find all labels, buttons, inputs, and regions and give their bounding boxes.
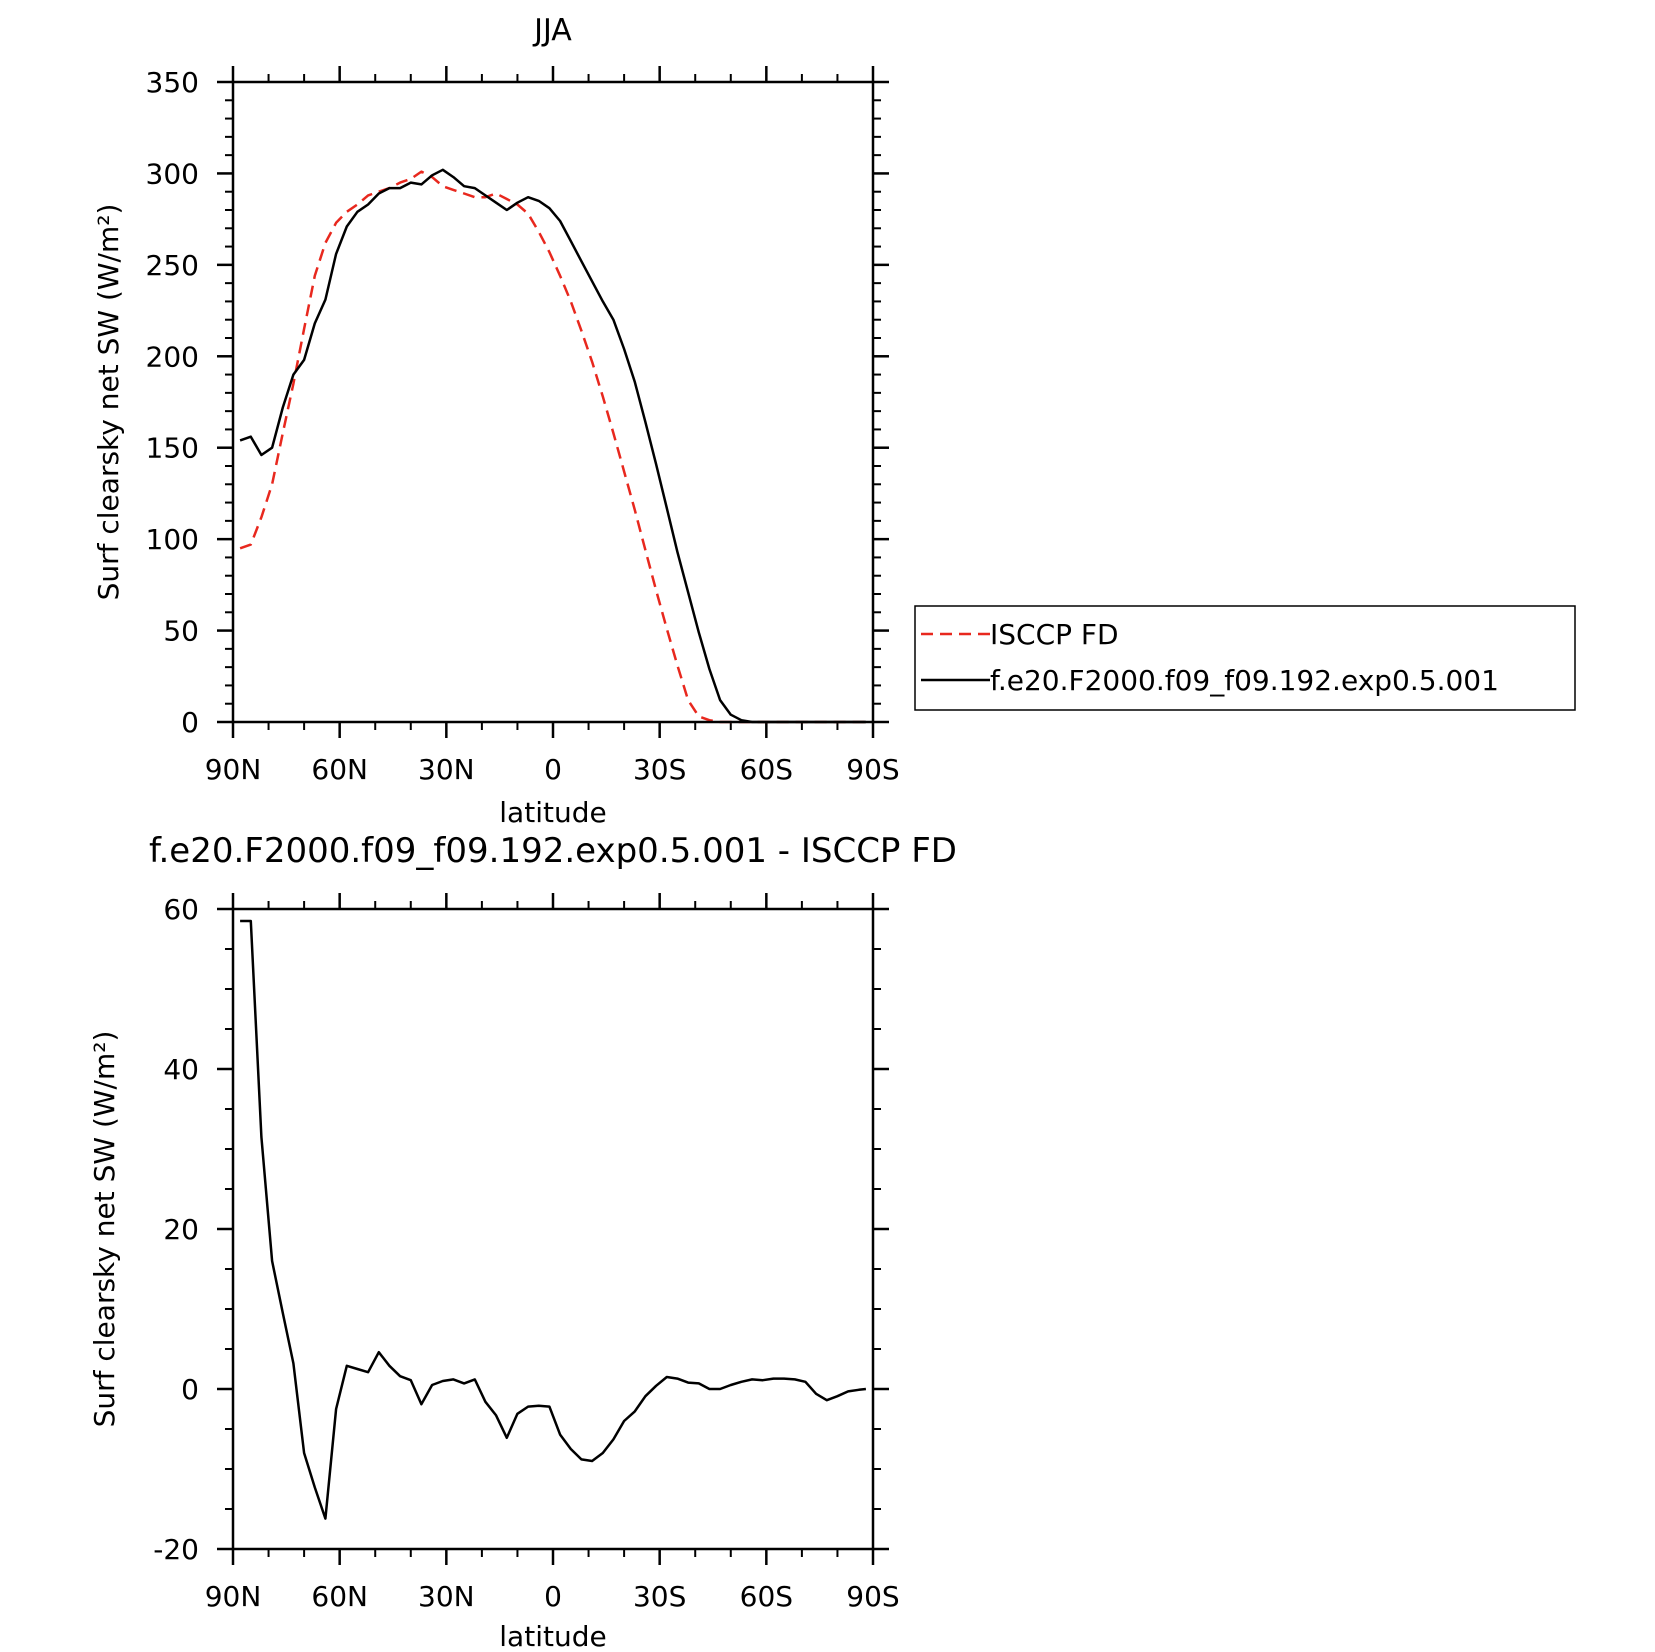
top-panel-ticks: 90N 60N 30N 0 30S 60S 90S 0 50 100 150 200 250 300 350 [146, 66, 900, 786]
top-panel-frame [231, 80, 875, 724]
x-tick-label: 60N [311, 753, 368, 786]
x-tick-label: 90N [205, 1580, 262, 1613]
y-tick-label: 0 [181, 706, 199, 739]
bottom-panel-ticks: 90N 60N 30N 0 30S 60S 90S -20 0 20 40 60 [153, 893, 900, 1613]
x-tick-label: 60S [740, 753, 793, 786]
bottom-panel-frame [231, 907, 875, 1551]
y-tick-label: 40 [163, 1053, 199, 1086]
y-tick-label: 0 [181, 1373, 199, 1406]
y-tick-label: 50 [163, 615, 199, 648]
y-tick-label: 250 [146, 249, 199, 282]
bottom-panel: f.e20.F2000.f09_f09.192.exp0.5.001 - ISC… [88, 831, 957, 1652]
y-tick-label: 20 [163, 1213, 199, 1246]
y-tick-label: 60 [163, 893, 199, 926]
x-tick-label: 0 [544, 1580, 562, 1613]
top-panel-title: JJA [532, 13, 572, 48]
top-panel-x-axis-label: latitude [499, 796, 606, 829]
y-tick-label: 300 [146, 157, 199, 190]
top-panel-y-axis-label: Surf clearsky net SW (W/m²) [92, 204, 125, 601]
x-tick-label: 60N [311, 1580, 368, 1613]
bottom-panel-y-axis-label: Surf clearsky net SW (W/m²) [88, 1031, 121, 1428]
y-tick-label: 200 [146, 340, 199, 373]
y-tick-label: -20 [153, 1533, 199, 1566]
legend-label-isccp-fd: ISCCP FD [990, 618, 1119, 651]
top-panel: JJA 90N 60N 30N 0 30S 60S 90S 0 50 100 150 200 250 30… [92, 13, 900, 829]
legend-label-model: f.e20.F2000.f09_f09.192.exp0.5.001 [990, 664, 1499, 697]
legend: ISCCP FD f.e20.F2000.f09_f09.192.exp0.5.… [914, 605, 1576, 711]
series-line-0 [239, 170, 866, 724]
y-tick-label: 150 [146, 432, 199, 465]
y-tick-label: 100 [146, 523, 199, 556]
series-line-0 [240, 919, 867, 1520]
bottom-panel-x-axis-label: latitude [499, 1620, 606, 1652]
bottom-panel-title: f.e20.F2000.f09_f09.192.exp0.5.001 - ISC… [149, 831, 957, 871]
x-tick-label: 90S [846, 1580, 899, 1613]
bottom-panel-series [240, 919, 867, 1520]
x-tick-label: 30N [418, 753, 475, 786]
x-tick-label: 90S [846, 753, 899, 786]
x-tick-label: 30S [633, 753, 686, 786]
x-tick-label: 60S [740, 1580, 793, 1613]
x-tick-label: 30S [633, 1580, 686, 1613]
x-tick-label: 0 [544, 753, 562, 786]
legend-box [914, 605, 1576, 711]
x-tick-label: 90N [205, 753, 262, 786]
x-tick-label: 30N [418, 1580, 475, 1613]
series-line-1 [239, 168, 866, 724]
top-panel-series [239, 168, 866, 724]
y-tick-label: 350 [146, 66, 199, 99]
